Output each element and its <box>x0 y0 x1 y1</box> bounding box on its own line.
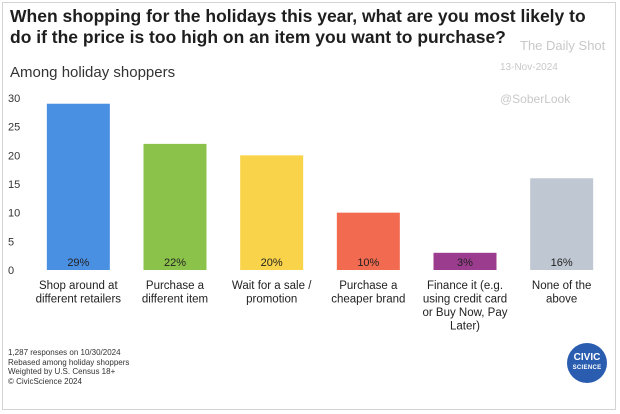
data-label: 10% <box>357 257 379 269</box>
footnote-line: © CivicScience 2024 <box>8 376 82 386</box>
bar <box>143 143 207 270</box>
category-label: None of the above <box>532 280 591 306</box>
chart-subtitle: Among holiday shoppers <box>10 64 176 81</box>
category-label: Purchase a cheaper brand <box>331 280 405 306</box>
logo-line-1: CIVIC <box>573 352 601 363</box>
bar <box>530 178 594 270</box>
bar <box>433 252 497 270</box>
category-label-line: Purchase a <box>339 280 398 292</box>
y-tick-label: 30 <box>8 93 20 105</box>
y-tick-label: 10 <box>8 208 20 220</box>
watermark-source: The Daily Shot <box>520 38 606 53</box>
category-label-line: Shop around at <box>39 280 118 292</box>
y-tick-label: 25 <box>8 122 20 134</box>
category-label: Shop around at different retailers <box>36 280 122 306</box>
data-label: 22% <box>164 257 186 269</box>
category-label-line: Wait for a sale / <box>232 280 312 292</box>
category-label-line: promotion <box>246 294 297 306</box>
watermark-handle: @SoberLook <box>500 92 571 106</box>
chart-frame <box>2 2 616 410</box>
category-label-line: Finance it (e.g. <box>427 280 503 292</box>
footnote-line: Rebased among holiday shoppers <box>8 357 130 367</box>
category-label-line: above <box>546 294 577 306</box>
category-label-line: None of the <box>532 280 591 292</box>
footnote-line: 1,287 responses on 10/30/2024 <box>8 348 121 357</box>
footnote-line: Weighted by U.S. Census 18+ <box>8 367 116 376</box>
y-tick-label: 15 <box>8 179 20 191</box>
category-label-line: Purchase a <box>146 280 205 292</box>
logo-line-2: SCIENCE <box>572 365 602 371</box>
category-label-line: cheaper brand <box>331 294 405 306</box>
watermark-date: 13-Nov-2024 <box>500 62 558 73</box>
category-label-line: Later) <box>450 321 480 333</box>
civicscience-logo: CIVIC SCIENCE <box>567 343 607 383</box>
bar <box>240 155 304 270</box>
bar <box>336 212 400 270</box>
footnotes: 1,287 responses on 10/30/2024 Rebased am… <box>8 348 129 386</box>
bar <box>46 103 110 270</box>
category-label: Wait for a sale / promotion <box>232 280 312 306</box>
category-label-line: different retailers <box>36 294 122 306</box>
data-label: 3% <box>457 257 473 269</box>
data-label: 20% <box>261 257 283 269</box>
data-label: 16% <box>551 257 573 269</box>
data-label: 29% <box>67 257 89 269</box>
category-label-line: different item <box>142 294 208 306</box>
category-label: Finance it (e.g. using credit card or Buy … <box>422 280 507 333</box>
y-tick-label: 5 <box>8 236 14 248</box>
y-tick-label: 20 <box>8 150 20 162</box>
y-tick-label: 0 <box>8 265 14 277</box>
category-label-line: using credit card <box>423 294 507 306</box>
chart-title: When shopping for the holidays this year… <box>10 6 586 47</box>
category-label-line: or Buy Now, Pay <box>422 307 507 319</box>
category-label: Purchase a different item <box>142 280 208 306</box>
